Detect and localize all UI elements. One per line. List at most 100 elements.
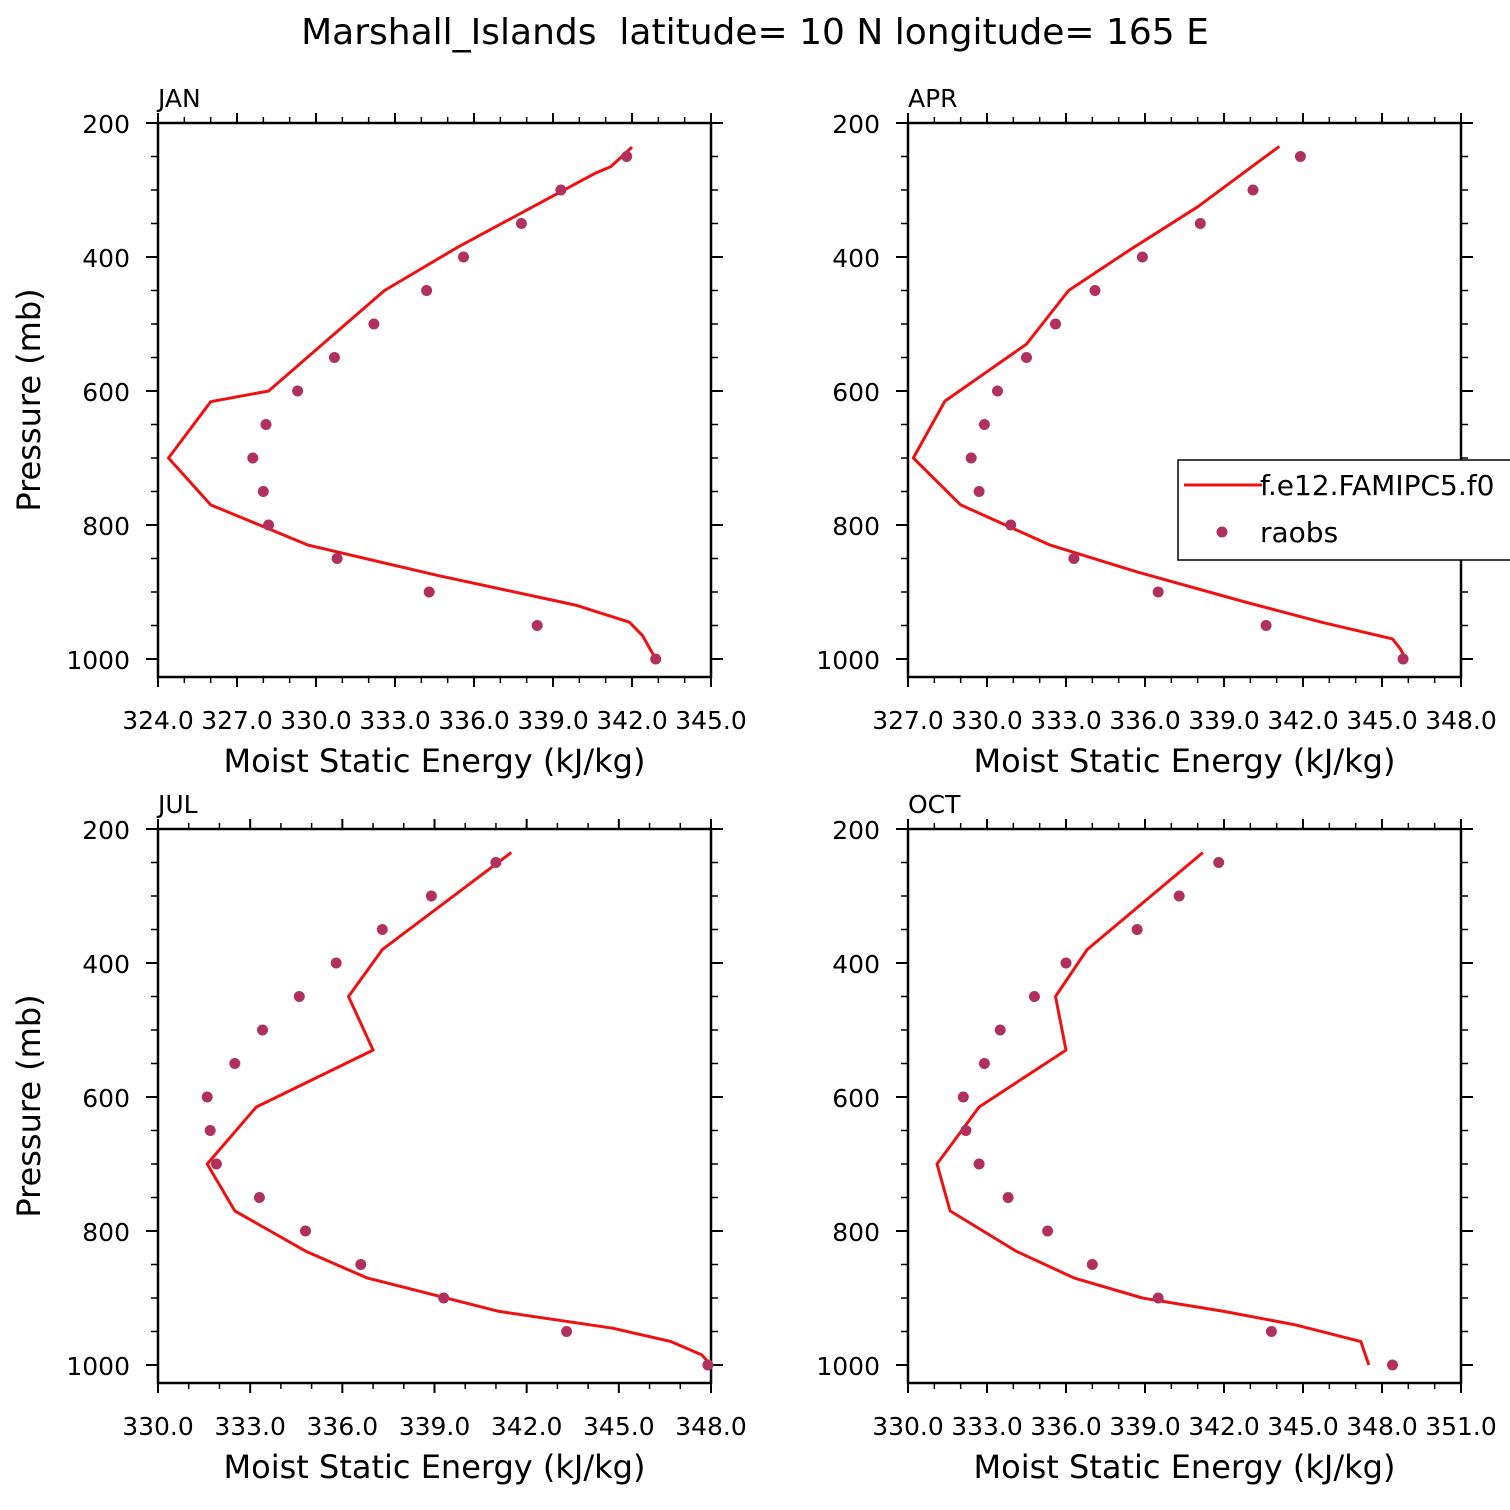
- y-tick-label: 1000: [816, 646, 880, 675]
- x-axis-label: Moist Static Energy (kJ/kg): [974, 1448, 1396, 1486]
- raobs-point: [1397, 653, 1409, 665]
- x-tick-label: 333.0: [951, 1412, 1023, 1441]
- panel-title: JAN: [156, 84, 201, 113]
- x-tick-label: 339.0: [517, 706, 589, 735]
- raobs-point: [263, 519, 275, 531]
- raobs-point: [210, 1158, 222, 1170]
- y-tick-label: 1000: [816, 1352, 880, 1381]
- raobs-point: [292, 385, 304, 397]
- raobs-point: [1089, 285, 1101, 296]
- raobs-point: [957, 1091, 969, 1103]
- x-axis-label: Moist Static Energy (kJ/kg): [224, 1448, 646, 1486]
- raobs-point: [973, 486, 985, 497]
- raobs-point: [1028, 991, 1040, 1002]
- raobs-point: [960, 1125, 972, 1136]
- raobs-point: [425, 890, 437, 902]
- raobs-point: [229, 1058, 241, 1069]
- raobs-point: [368, 318, 380, 330]
- x-tick-label: 330.0: [122, 1412, 194, 1441]
- figure-title: Marshall_Islands latitude= 10 N longitud…: [301, 12, 1209, 53]
- x-tick-label: 327.0: [201, 706, 273, 735]
- raobs-point: [293, 991, 305, 1002]
- x-tick-label: 348.0: [1346, 1412, 1418, 1441]
- raobs-point: [1247, 184, 1259, 196]
- raobs-point: [1131, 924, 1143, 935]
- raobs-point: [1005, 519, 1017, 531]
- raobs-point: [1002, 1192, 1014, 1203]
- raobs-point: [561, 1326, 573, 1337]
- panel-title: JUL: [156, 790, 198, 819]
- y-tick-label: 200: [832, 110, 880, 139]
- raobs-point: [1294, 151, 1306, 162]
- legend-box: [1177, 459, 1510, 561]
- raobs-point: [965, 452, 977, 464]
- y-tick-label: 1000: [66, 1352, 130, 1381]
- plot-frame: [906, 827, 1463, 1385]
- y-axis-label: Pressure (mb): [10, 994, 48, 1217]
- plot-frame: [906, 121, 1463, 679]
- x-tick-label: 339.0: [1109, 1412, 1181, 1441]
- x-tick-label: 339.0: [1188, 706, 1260, 735]
- legend-obs-label: raobs: [1260, 516, 1338, 549]
- x-tick-label: 351.0: [1425, 1412, 1497, 1441]
- x-tick-label: 342.0: [596, 706, 668, 735]
- x-tick-label: 336.0: [1109, 706, 1181, 735]
- y-tick-label: 600: [832, 1084, 880, 1113]
- panel-jul: JUL 330.0 333.0 336.0 339.0 342.0 345.0 348.0 20…: [10, 790, 747, 1486]
- raobs-point: [973, 1158, 985, 1170]
- x-tick-label: 333.0: [214, 1412, 286, 1441]
- raobs-point: [1060, 957, 1072, 969]
- y-tick-label: 800: [82, 512, 130, 541]
- x-tick-label: 336.0: [438, 706, 510, 735]
- raobs-point: [1387, 1359, 1398, 1371]
- raobs-point: [515, 218, 527, 229]
- y-tick-label: 200: [82, 816, 130, 845]
- panel-apr: APR 327.0 330.0 333.0 336.0 339.0 342.0 345.0 34…: [816, 84, 1496, 780]
- y-tick-label: 600: [82, 1084, 130, 1113]
- y-tick-label: 800: [832, 512, 880, 541]
- y-tick-label: 400: [82, 950, 130, 979]
- raobs-point: [1152, 1292, 1164, 1304]
- raobs-point: [978, 419, 990, 430]
- plot-frame: [156, 121, 713, 679]
- model-series-line: [167, 145, 658, 660]
- raobs-point: [702, 1359, 714, 1371]
- raobs-point: [260, 419, 272, 430]
- x-tick-label: 348.0: [1425, 706, 1497, 735]
- x-axis-label: Moist Static Energy (kJ/kg): [224, 742, 646, 780]
- x-tick-label: 324.0: [122, 706, 194, 735]
- x-tick-label: 339.0: [399, 1412, 471, 1441]
- raobs-point: [257, 486, 269, 497]
- y-tick-label: 600: [832, 378, 880, 407]
- raobs-point: [247, 452, 259, 464]
- y-tick-label: 400: [82, 244, 130, 273]
- raobs-point: [257, 1024, 268, 1036]
- raobs-point: [201, 1091, 213, 1103]
- raobs-point: [621, 151, 633, 162]
- raobs-point: [650, 653, 662, 665]
- x-tick-label: 345.0: [675, 706, 747, 735]
- panel-title: APR: [908, 84, 958, 113]
- panel-oct: OCT 330.0 333.0 336.0 339.0 342.0 345.0 348.0 35…: [816, 790, 1496, 1486]
- raobs-point: [423, 586, 435, 598]
- raobs-point: [1260, 620, 1272, 631]
- panel-jan: JAN 324.0 327.0 330.0 333.0 336.0 339.0 342.0 34…: [10, 84, 747, 780]
- raobs-point: [355, 1259, 367, 1270]
- raobs-point: [330, 957, 342, 969]
- y-tick-label: 400: [832, 950, 880, 979]
- raobs-point: [490, 857, 502, 868]
- y-tick-label: 600: [82, 378, 130, 407]
- raobs-point: [331, 553, 343, 564]
- legend: f.e12.FAMIPC5.f0 raobs: [1177, 459, 1510, 561]
- raobs-point: [1050, 318, 1061, 330]
- y-axis-label: Pressure (mb): [10, 288, 48, 511]
- x-tick-label: 345.0: [583, 1412, 655, 1441]
- x-tick-label: 330.0: [951, 706, 1023, 735]
- raobs-point: [992, 385, 1003, 397]
- raobs-point: [438, 1292, 450, 1304]
- y-tick-label: 400: [832, 244, 880, 273]
- x-tick-label: 330.0: [280, 706, 352, 735]
- raobs-point: [253, 1192, 265, 1203]
- x-axis-label: Moist Static Energy (kJ/kg): [974, 742, 1396, 780]
